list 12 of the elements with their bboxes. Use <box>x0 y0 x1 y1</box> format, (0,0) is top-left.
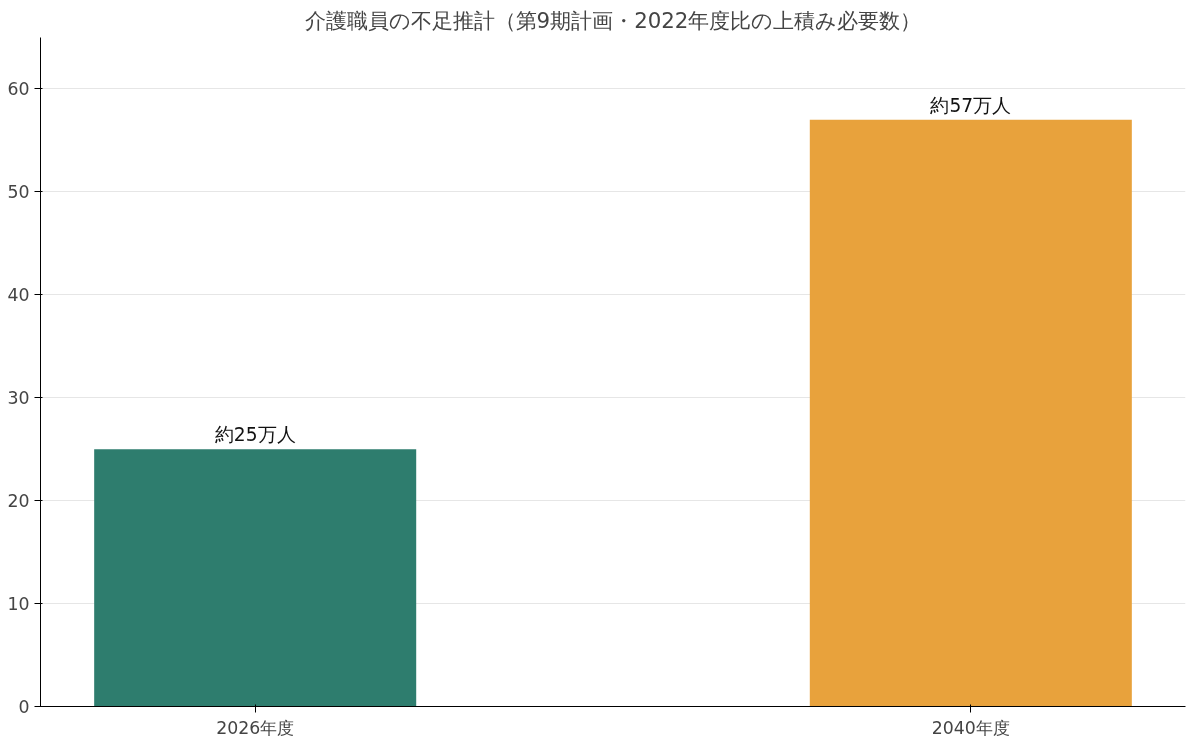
y-tick-label: 10 <box>7 594 30 615</box>
y-tick-label: 50 <box>7 182 30 203</box>
data-label: 約25万人 <box>214 424 296 446</box>
y-tick-label: 0 <box>18 697 30 717</box>
x-tick-label: 2040年度 <box>931 717 1010 738</box>
y-tick-label: 60 <box>7 79 30 100</box>
y-tick-label: 30 <box>7 388 30 409</box>
data-label: 約57万人 <box>930 94 1012 116</box>
x-tick-label: 2026年度 <box>216 717 295 738</box>
y-tick-label: 20 <box>7 491 30 512</box>
y-tick-label: 40 <box>7 285 30 306</box>
chart-title: 介護職員の不足推計（第9期計画・2022年度比の上積み必要数） <box>304 7 922 33</box>
